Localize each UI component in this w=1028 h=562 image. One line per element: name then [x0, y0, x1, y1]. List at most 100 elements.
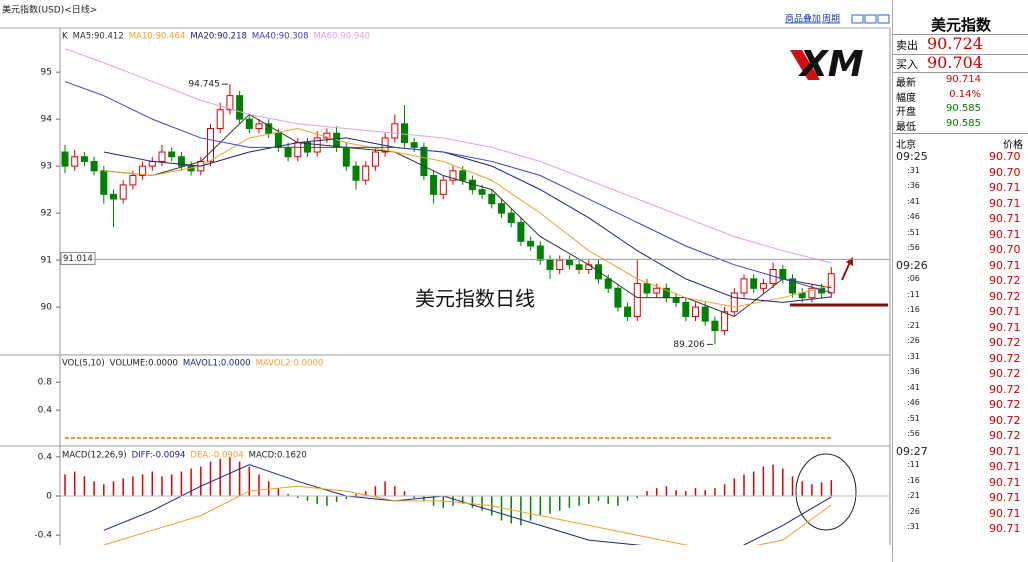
y-tick-label: 93 [41, 162, 52, 172]
y-tick-label: 0.8 [38, 378, 53, 388]
candle-body [692, 306, 699, 317]
tick-price: 90.71 [989, 196, 1021, 210]
tick-price: 90.71 [989, 258, 1021, 272]
tick-price: 90.72 [989, 274, 1021, 287]
link[interactable]: 商品叠加 [785, 13, 821, 25]
legend-entry: MAVOL1:0.0000 [183, 359, 251, 369]
series-line [64, 48, 832, 264]
chart: 美元指数(USD)<日线> 商品叠加 周期 XM 90 91 92 93 94 95 91.… [0, 4, 891, 545]
quote-label: 卖出 [896, 39, 918, 52]
candle-body [779, 268, 787, 280]
quote-title: 美元指数 [931, 16, 992, 34]
candle-body [255, 123, 263, 130]
tick-time: :26 [907, 336, 920, 345]
tick-time: :56 [907, 243, 920, 252]
tick-price: 90.72 [989, 398, 1021, 411]
tick-time: :41 [907, 382, 920, 392]
candle-body [459, 170, 467, 181]
tick-time: :26 [907, 506, 920, 516]
candle-body [158, 151, 166, 162]
candle-body [507, 212, 515, 224]
candle-body [827, 273, 835, 294]
candle-body [750, 278, 758, 289]
candle-body [236, 95, 244, 120]
tick-time: :31 [907, 351, 920, 361]
window-buttons[interactable] [851, 14, 890, 24]
divider [893, 72, 1028, 73]
legend-entry: MA40:90.308 [252, 32, 309, 42]
tick-price: 90.72 [989, 336, 1021, 349]
candle-body [342, 146, 350, 167]
divider [893, 54, 1028, 55]
candle-body [488, 193, 496, 205]
legend-entry: MAVOL2:0.0000 [256, 359, 324, 369]
highlight-circle [795, 453, 857, 531]
candle-body [721, 311, 729, 332]
arrow [841, 261, 851, 281]
candle-body [80, 156, 88, 162]
y-tick-label: 0 [46, 492, 52, 502]
series-line [103, 137, 832, 303]
candle-body [284, 146, 292, 158]
stat-value: 0.14% [949, 88, 981, 100]
logo-text: XM [798, 44, 864, 85]
y-tick-label: 0.4 [38, 406, 53, 416]
series-line [103, 128, 832, 308]
logo: XM [790, 44, 864, 85]
legend-entry: MACD(12,26,9) [62, 451, 127, 461]
tick-time: :31 [907, 165, 920, 175]
candle-body [129, 175, 137, 186]
divider [893, 133, 1028, 134]
panel [64, 456, 833, 545]
tick-price: 90.70 [989, 243, 1021, 256]
tick-price: 90.71 [989, 460, 1021, 473]
candle-body [643, 283, 651, 294]
legend-entry: VOLUME:0.0000 [110, 359, 178, 369]
stat-value: 90.714 [946, 74, 981, 85]
tick-price: 90.71 [989, 444, 1021, 458]
quote-value: 90.724 [927, 34, 983, 53]
candle-body [391, 123, 399, 139]
tick-time: :31 [907, 522, 920, 531]
stat-label: 幅度 [896, 92, 916, 104]
candle-body [585, 264, 593, 270]
annotation: 89.206 [673, 340, 705, 350]
legend-entry: DIFF:-0.0094 [132, 451, 186, 461]
tick-price: 90.70 [989, 165, 1021, 179]
y-tick-label: 90 [41, 303, 53, 313]
tick-time: 09:25 [896, 150, 928, 163]
candle-body [245, 118, 253, 130]
candle-body [682, 301, 690, 317]
candle-body [410, 142, 418, 148]
series-line [103, 464, 832, 545]
tick-time: :21 [907, 491, 920, 500]
column-header: 价格 [1003, 140, 1023, 151]
overlay-title: 美元指数日线 [415, 287, 535, 311]
tick-price: 90.71 [989, 227, 1021, 241]
candle-body [100, 170, 108, 195]
y-tick-label: 0.4 [38, 452, 53, 462]
tick-price: 90.71 [989, 212, 1021, 225]
candle-body [701, 306, 709, 322]
tick-price: 90.72 [989, 382, 1021, 396]
tick-time: 09:27 [896, 444, 928, 458]
candle-body [740, 278, 748, 294]
candle-body [265, 123, 273, 134]
candle-body [808, 287, 816, 299]
candle-body [478, 189, 486, 195]
candle-body [430, 175, 438, 195]
series-line [103, 485, 832, 545]
candle-body [556, 259, 564, 270]
reference-label: 91.014 [63, 254, 93, 264]
tick-price: 90.72 [989, 413, 1021, 427]
legend-entry: MA20:90.218 [190, 32, 247, 42]
link[interactable]: 周期 [822, 14, 840, 25]
y-tick-label: 92 [41, 209, 52, 219]
stat-label: 最新 [896, 78, 916, 89]
candle-body [633, 283, 641, 317]
candle-body [527, 240, 535, 247]
candle-body [449, 170, 457, 181]
candle-body [575, 264, 583, 270]
candle-body [565, 259, 573, 266]
